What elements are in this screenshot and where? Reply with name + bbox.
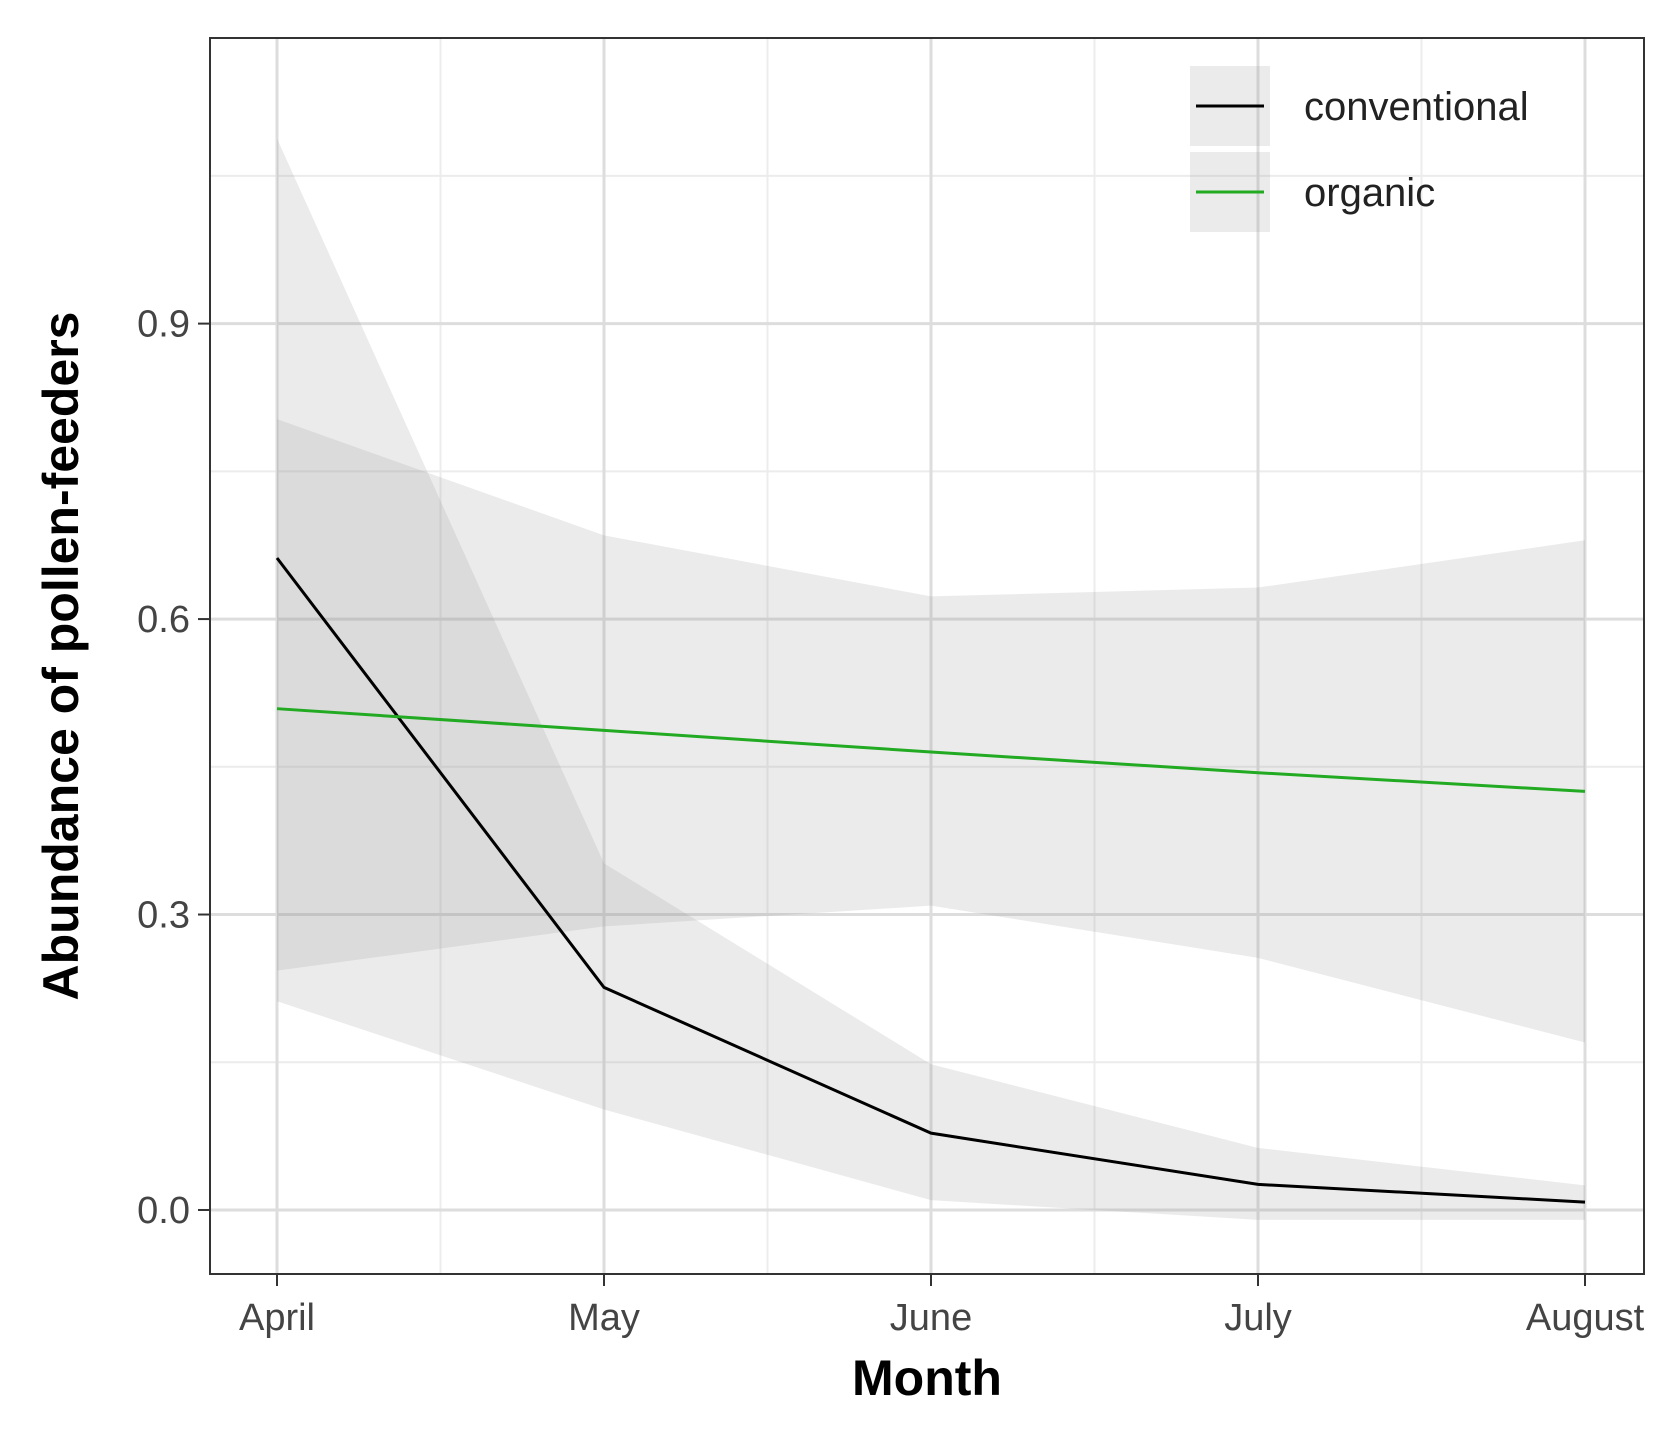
x-tick-label: June bbox=[890, 1297, 972, 1339]
x-axis-title: Month bbox=[852, 1350, 1002, 1406]
conventional-confidence-ribbon bbox=[277, 138, 1585, 1220]
x-tick-label: August bbox=[1526, 1297, 1645, 1339]
organic-legend-label: organic bbox=[1304, 171, 1435, 215]
confidence-ribbons bbox=[277, 138, 1585, 1220]
y-tick-label: 0.0 bbox=[137, 1190, 190, 1232]
legend: conventional organic bbox=[1190, 66, 1529, 232]
panel-border bbox=[209, 37, 1645, 1275]
major-grid bbox=[210, 38, 1644, 1274]
y-tick-label: 0.6 bbox=[137, 599, 190, 641]
y-tick-label: 0.9 bbox=[137, 304, 190, 346]
x-tick-label: July bbox=[1224, 1297, 1292, 1339]
y-axis-ticks: 0.0 0.3 0.6 0.9 bbox=[137, 304, 210, 1232]
organic-confidence-ribbon bbox=[277, 419, 1585, 1043]
organic-line bbox=[276, 707, 1586, 793]
minor-grid bbox=[210, 38, 1644, 1274]
y-axis-title: Abundance of pollen-feeders bbox=[33, 312, 89, 1001]
conventional-line bbox=[275, 557, 1586, 1204]
y-tick-label: 0.3 bbox=[137, 895, 190, 937]
x-tick-label: May bbox=[568, 1297, 640, 1339]
series-lines bbox=[275, 557, 1586, 1204]
x-axis-ticks: April May June July August bbox=[239, 1274, 1645, 1339]
conventional-legend-label: conventional bbox=[1304, 85, 1529, 129]
x-tick-label: April bbox=[239, 1297, 315, 1339]
